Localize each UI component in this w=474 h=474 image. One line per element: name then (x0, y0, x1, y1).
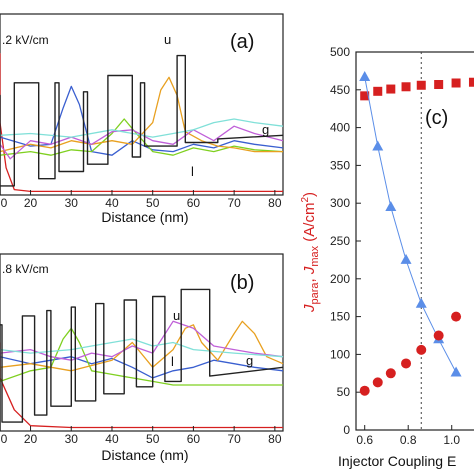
panel-a-xtick-1: 20 (24, 196, 38, 210)
panel-c-series-0-point-4 (416, 80, 426, 90)
panel-c-series-0-point-3 (401, 82, 411, 92)
panel-c-series-1-point-3 (400, 253, 412, 264)
panel-b-upper-label: u (173, 308, 180, 323)
panel-a-curves (0, 53, 284, 195)
panel-c-series-0-point-5 (434, 80, 444, 90)
panel-a-xtick-6: 70 (227, 196, 241, 210)
panel-a-xtick-3: 40 (105, 196, 119, 210)
panel-c-series-0-point-0 (360, 91, 370, 101)
panel-c-xlabel: Injector Coupling E (338, 453, 456, 469)
panel-c-series-2-point-5 (433, 330, 444, 341)
panel-c-ytick-4: 200 (330, 272, 350, 286)
panel-c-ytick-2: 100 (330, 347, 350, 361)
panel-a-series-3 (0, 76, 283, 153)
panel-b-series-1 (0, 356, 284, 379)
panel-b-lower-label: l (171, 354, 174, 369)
panel-b-xtick-2: 30 (65, 432, 79, 446)
ylabel-j2: J (301, 266, 318, 275)
panel-b-xlabel: Distance (nm) (101, 447, 188, 463)
panel-c-series-0-point-2 (386, 84, 396, 94)
panel-c-ytick-9: 450 (330, 83, 350, 97)
panel-c-ytick-6: 300 (330, 196, 350, 210)
panel-c-ytick-0: 0 (343, 423, 350, 437)
ylabel-max: max (309, 245, 321, 266)
panel-b-series-0 (0, 342, 283, 429)
panel-c-series-0-point-7 (468, 77, 474, 87)
panel-c-ylabel: Jpara, Jmax (A/cm2) (300, 192, 321, 313)
panel-c-ytick-3: 150 (330, 310, 350, 324)
panel-a: 0 20 30 40 50 60 70 80 .2 kV/cm (a) u g l Dista… (0, 13, 284, 225)
panel-a-lower-label: l (191, 164, 194, 179)
panel-b-xtick-4: 50 (146, 432, 160, 446)
panel-b: 0 20 30 40 50 60 70 80 .8 kV/cm (b) u g l Dista… (0, 253, 284, 463)
panel-b-ticks: 0 20 30 40 50 60 70 80 (1, 426, 282, 446)
panel-a-xtick-5: 60 (187, 196, 201, 210)
panel-a-xtick-4: 50 (146, 196, 160, 210)
ylabel-j1: J (301, 304, 318, 313)
panel-c-series-1-point-6 (450, 366, 462, 377)
panel-a-series-4 (0, 125, 284, 160)
panel-a-label: (a) (230, 31, 254, 53)
panel-c-ytick-7: 350 (330, 158, 350, 172)
panel-c-xtick-1: 0.8 (400, 433, 417, 447)
panel-b-injector-label: g (246, 353, 253, 368)
panel-a-series-6 (0, 54, 284, 195)
panel-a-xtick-0: 0 (1, 196, 8, 210)
panel-c-series-2-point-4 (416, 344, 427, 355)
panel-b-series-2 (0, 327, 283, 386)
panel-c-series-0-point-6 (451, 78, 461, 88)
ylabel-sup: 2 (300, 197, 311, 203)
panel-c-series-1-point-4 (415, 297, 427, 308)
ylabel-sep: , (301, 274, 318, 282)
panel-b-xtick-0: 0 (1, 432, 8, 446)
panel-a-field: .2 kV/cm (2, 33, 49, 47)
panel-b-series-6 (0, 288, 284, 431)
panel-c-series-1-point-0 (359, 70, 371, 81)
panel-b-series-5 (0, 338, 284, 358)
panel-a-injector-label: g (262, 122, 269, 137)
panel-c-xtick-0: 0.6 (356, 433, 373, 447)
panel-c-ytick-8: 400 (330, 121, 350, 135)
panel-c-series-1-point-1 (372, 140, 384, 151)
panel-c-label: (c) (425, 107, 448, 129)
panel-a-series-2 (0, 118, 284, 159)
panel-b-frame (0, 253, 284, 432)
panel-c-series (359, 70, 474, 396)
panel-c-series-2-point-0 (359, 385, 370, 396)
panel-c-xtick-2: 1.0 (443, 433, 460, 447)
panel-c-series-2-point-1 (372, 377, 383, 388)
panel-b-xtick-3: 40 (105, 432, 119, 446)
panel-a-series-0 (0, 53, 283, 193)
panel-a-frame (0, 13, 284, 196)
panel-b-xtick-6: 70 (227, 432, 241, 446)
panel-b-label: (b) (230, 272, 254, 294)
panel-a-xtick-7: 80 (268, 196, 282, 210)
panel-b-field: .8 kV/cm (2, 262, 49, 276)
panel-c-ytick-10: 500 (330, 45, 350, 59)
panel-c-series-2-point-2 (385, 368, 396, 379)
panel-b-curves (0, 288, 284, 431)
ylabel-unit: (A/cm (301, 203, 318, 246)
panel-a-series-5 (0, 118, 284, 138)
panel-b-xtick-1: 20 (24, 432, 38, 446)
panel-a-xlabel: Distance (nm) (101, 209, 188, 225)
panel-b-xtick-7: 80 (268, 432, 282, 446)
panel-b-series-3 (0, 320, 284, 372)
ylabel-para: para (309, 282, 321, 305)
panel-a-upper-label: u (164, 32, 171, 47)
panel-b-xtick-5: 60 (187, 432, 201, 446)
panel-c-series-0-point-1 (373, 86, 383, 96)
panel-c-ytick-5: 250 (330, 234, 350, 248)
panel-c-series-2-point-6 (451, 311, 462, 322)
panel-a-ticks: 0 20 30 40 50 60 70 80 (1, 190, 282, 210)
panel-a-xtick-2: 30 (65, 196, 79, 210)
panel-c-series-2-point-3 (401, 358, 412, 369)
panel-a-series-1 (0, 85, 284, 156)
panel-c-ytick-1: 50 (337, 385, 351, 399)
panel-c-ticks: 0 50 100 150 200 250 300 350 400 450 500 0.6 0.8 1.0 (330, 45, 460, 447)
panel-c-series-1-point-2 (385, 200, 397, 211)
ylabel-close: ) (301, 192, 318, 197)
